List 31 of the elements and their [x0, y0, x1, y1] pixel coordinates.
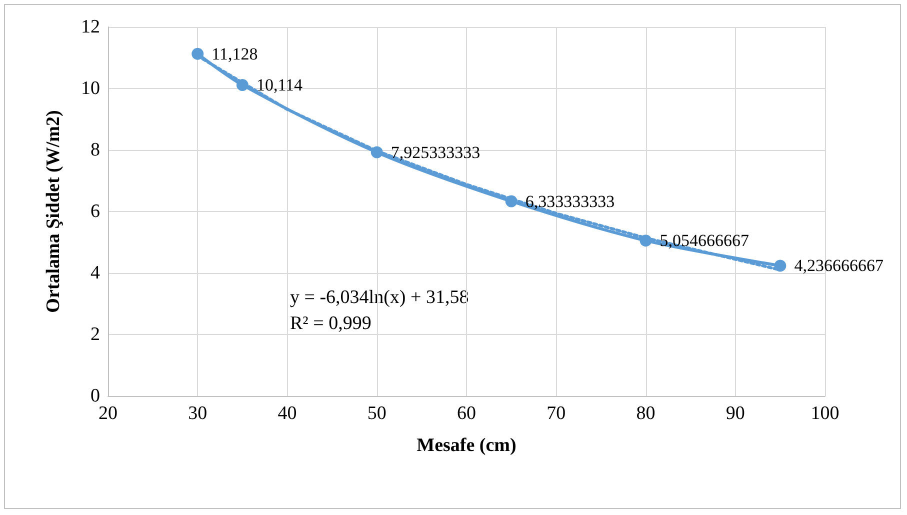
data-label: 7,925333333: [390, 142, 480, 162]
point: [505, 195, 518, 208]
point: [236, 78, 248, 91]
point: [640, 234, 652, 247]
point: [370, 146, 383, 158]
x-tick-label: 70: [546, 403, 566, 424]
y-tick-label: 0: [90, 386, 100, 406]
x-tick-label: 30: [188, 403, 208, 424]
y-tick-label: 12: [81, 16, 100, 38]
x-tick-label: 40: [278, 403, 297, 424]
data-label: 11,128: [212, 44, 258, 64]
y-tick-label: 8: [90, 140, 100, 160]
data-label: 5,054666667: [660, 231, 750, 250]
x-tick-label: 60: [457, 403, 476, 424]
x-axis-title: Mesafe (cm): [416, 435, 516, 456]
y-tick-label: 4: [90, 262, 100, 284]
y-tick-label: 6: [90, 201, 100, 222]
point: [192, 48, 204, 60]
x-tick-label: 80: [636, 403, 656, 424]
data-label: 4,236666667: [794, 256, 884, 276]
point: [774, 260, 786, 272]
y-tick-label: 2: [90, 324, 100, 345]
y-axis-title: Ortalama Şiddet (W/m2): [43, 110, 64, 313]
annotation: R² = 0,999: [290, 313, 372, 334]
x-tick-label: 50: [367, 403, 386, 424]
x-tick-label: 90: [726, 403, 745, 424]
x-tick-label: 20: [98, 403, 118, 424]
data-label: 6,333333333: [525, 192, 615, 211]
y-tick-label: 10: [81, 78, 100, 99]
data-label: 10,114: [256, 75, 304, 94]
x-tick-label: 100: [810, 403, 840, 424]
